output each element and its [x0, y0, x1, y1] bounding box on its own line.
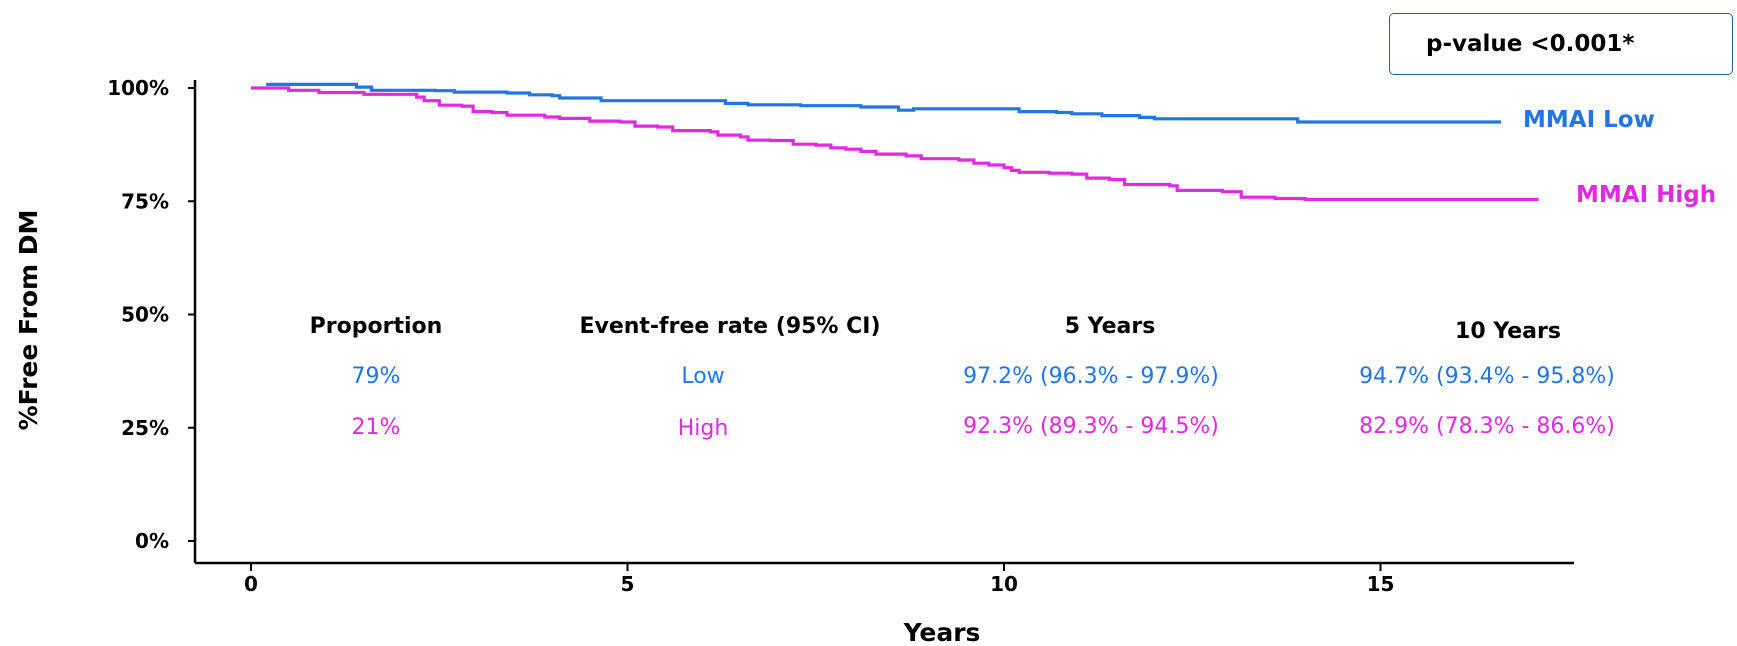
- table-cell-5yr-low: 97.2% (96.3% - 97.9%): [963, 364, 1219, 389]
- series-label-mmai-high: MMAI High: [1576, 182, 1716, 208]
- axes: [193, 80, 1574, 565]
- table-cell-10yr-low: 94.7% (93.4% - 95.8%): [1359, 364, 1615, 389]
- x-ticks: 0 5 10 15: [244, 563, 1394, 596]
- y-tick-label: 0%: [135, 529, 169, 553]
- table-header-5-years: 5 Years: [1065, 314, 1156, 339]
- table-header-10-years: 10 Years: [1455, 319, 1561, 344]
- series-line-mmai-low: [266, 82, 1501, 124]
- x-tick-label: 10: [990, 572, 1018, 596]
- x-tick-label: 15: [1367, 572, 1395, 596]
- table-cell-5yr-high: 92.3% (89.3% - 94.5%): [963, 414, 1219, 439]
- table-header-proportion: Proportion: [310, 314, 443, 339]
- y-axis-title: %Free From DM: [14, 210, 43, 431]
- series-label-mmai-low: MMAI Low: [1523, 107, 1655, 133]
- y-tick-label: 100%: [107, 76, 169, 100]
- x-tick-label: 5: [621, 572, 635, 596]
- table-header-event-free-rate: Event-free rate (95% CI): [579, 314, 880, 339]
- table-cell-group-high: High: [678, 416, 729, 441]
- table-cell-proportion-high: 21%: [352, 415, 401, 440]
- event-free-table: Proportion Event-free rate (95% CI) 5 Ye…: [310, 314, 1615, 441]
- x-tick-label: 0: [244, 572, 258, 596]
- series-layer: MMAI Low MMAI High: [251, 82, 1716, 208]
- p-value-box: p-value <0.001*: [1389, 13, 1733, 75]
- series-line-mmai-high: [251, 86, 1539, 201]
- y-tick-label: 25%: [121, 416, 169, 440]
- table-cell-group-low: Low: [681, 364, 724, 389]
- y-ticks: 0% 25% 50% 75% 100%: [107, 76, 195, 553]
- y-tick-label: 75%: [121, 189, 169, 213]
- p-value-text: p-value <0.001*: [1426, 31, 1635, 57]
- y-tick-label: 50%: [121, 303, 169, 327]
- table-cell-10yr-high: 82.9% (78.3% - 86.6%): [1359, 414, 1615, 439]
- table-cell-proportion-low: 79%: [352, 364, 401, 389]
- x-axis-title: Years: [903, 618, 981, 646]
